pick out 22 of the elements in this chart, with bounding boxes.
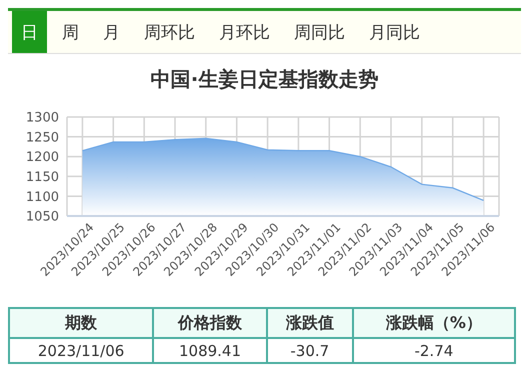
y-tick-label: 1050 — [26, 210, 59, 225]
text: 周 — [61, 22, 80, 44]
text: -2.74 — [352, 338, 515, 363]
chart-title: 中国·生姜日定基指数走势 — [150, 66, 380, 93]
y-tick-label: 1300 — [26, 110, 59, 126]
text: 月同比 — [368, 22, 421, 44]
y-tick-label: 1250 — [26, 130, 59, 146]
text: 1089.41 — [153, 338, 267, 363]
text: 涨跌幅（%） — [352, 308, 515, 338]
y-tick-label: 1100 — [26, 190, 59, 205]
text: -30.7 — [266, 338, 353, 363]
y-tick-label: 1200 — [26, 150, 59, 166]
text: 期数 — [9, 308, 154, 338]
text: 日 — [12, 11, 47, 53]
text: 月 — [102, 22, 121, 44]
text: 周环比 — [143, 22, 196, 44]
text: 价格指数 — [153, 308, 267, 338]
y-tick-label: 1150 — [26, 170, 59, 186]
text: 涨跌值 — [266, 308, 353, 338]
text: 2023/11/06 — [9, 338, 154, 363]
text: 月环比 — [218, 22, 271, 44]
text: 周同比 — [293, 22, 346, 44]
